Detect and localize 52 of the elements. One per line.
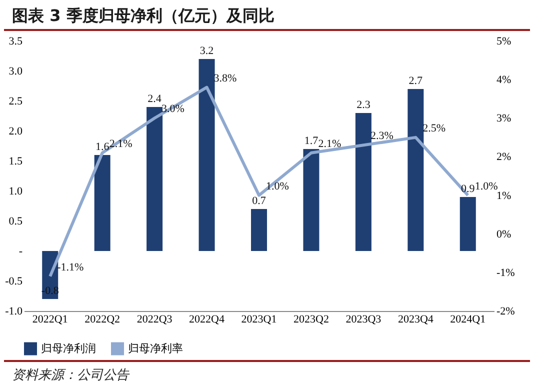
x-tick-label: 2023Q3 [346,314,382,326]
y2-tick-label: 3% [496,112,512,125]
y-tick-label: 1.0 [8,186,23,198]
bar [94,155,110,251]
y2-tick-label: 2% [496,151,512,164]
data-label: 3.2 [200,45,214,57]
x-tick-label: 2023Q1 [241,314,277,326]
y-tick-label: 3.5 [8,36,23,48]
data-label: 1.0% [266,180,289,192]
x-tick-label: 2022Q3 [136,314,173,326]
data-label: 0.9 [461,183,476,195]
data-label: 1.6 [95,141,110,153]
y2-tick-label: -1% [496,266,515,279]
x-tick-label: 2023Q4 [398,314,434,326]
chart-title: 图表 3 季度归母净利（亿元）及同比 [4,0,530,31]
bar [146,107,163,251]
y-tick-label: 2.0 [8,126,23,138]
x-tick-label: 2022Q1 [32,314,68,326]
bar [251,209,267,251]
y-tick-label: 3.0 [8,66,23,78]
data-label: 2.3 [356,99,371,111]
bar [408,89,424,251]
data-label: 3.0% [162,103,184,116]
y-tick-label: 0.5 [8,216,23,228]
data-label: 2.1% [109,138,132,150]
y-tick-label: - [18,246,23,258]
y2-tick-label: 1% [496,190,512,202]
bar [355,113,372,251]
data-label: 1.7 [304,135,319,147]
data-label: 2.1% [318,138,342,150]
y-tick-label: 1.5 [8,156,23,168]
y-tick-label: 2.5 [8,96,23,108]
y2-tick-label: -2% [496,306,515,318]
x-tick-label: 2023Q2 [293,314,329,326]
x-tick-label: 2022Q2 [84,314,120,326]
bar [303,149,320,251]
x-tick-label: 2024Q1 [450,314,486,326]
legend-label: 归母净利润 [41,342,96,355]
y2-tick-label: 4% [496,74,512,86]
y-tick-label: -1.0 [5,306,23,318]
data-label: 2.7 [408,75,424,87]
text: 资料来源：公司公告 [4,360,530,381]
y-tick-label: -0.5 [5,276,23,288]
bar [460,197,476,251]
y2-tick-label: 5% [496,36,512,48]
data-label: 2.4 [148,93,162,105]
y2-tick-label: 0% [496,228,512,240]
x-tick-label: 2022Q4 [189,314,225,326]
data-label: 0.7 [252,195,266,207]
bar [198,59,215,251]
legend-label: 归母净利率 [128,342,183,355]
data-label: 1.0% [474,180,498,192]
